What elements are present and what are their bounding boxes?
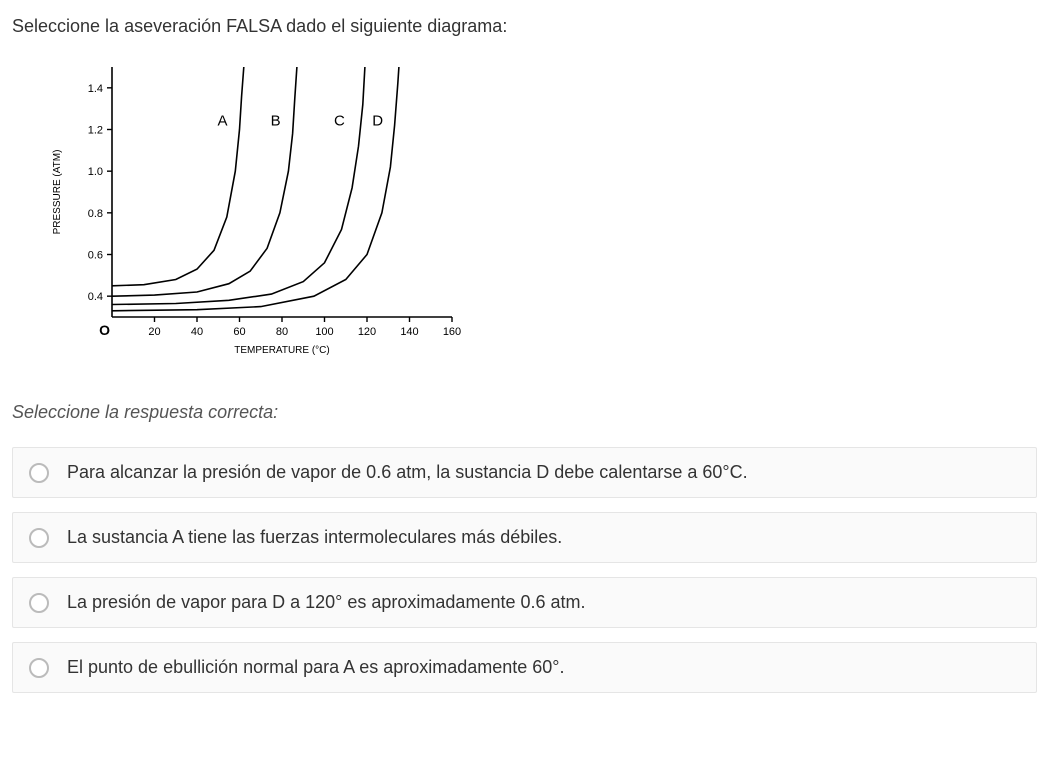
option-1[interactable]: La sustancia A tiene las fuerzas intermo… xyxy=(12,512,1037,563)
radio-icon[interactable] xyxy=(29,658,49,678)
svg-text:1.2: 1.2 xyxy=(88,125,103,137)
svg-text:80: 80 xyxy=(276,326,288,338)
svg-text:1.0: 1.0 xyxy=(88,166,103,178)
option-0[interactable]: Para alcanzar la presión de vapor de 0.6… xyxy=(12,447,1037,498)
svg-text:60: 60 xyxy=(233,326,245,338)
svg-text:B: B xyxy=(271,112,281,129)
radio-icon[interactable] xyxy=(29,463,49,483)
vapor-pressure-chart: 0.4 0.6 0.8 1.0 1.2 1.4 20 40 60 80 100 120 140 160 O P… xyxy=(42,57,1037,362)
svg-text:0.8: 0.8 xyxy=(88,208,103,220)
svg-text:160: 160 xyxy=(443,326,461,338)
question-text: Seleccione la aseveración FALSA dado el … xyxy=(12,16,1037,37)
svg-text:C: C xyxy=(334,112,345,129)
option-label: El punto de ebullición normal para A es … xyxy=(67,657,565,678)
svg-text:0.6: 0.6 xyxy=(88,250,103,262)
svg-text:D: D xyxy=(372,112,383,129)
svg-text:PRESSURE (ATM): PRESSURE (ATM) xyxy=(52,150,63,235)
svg-text:100: 100 xyxy=(315,326,333,338)
svg-text:20: 20 xyxy=(148,326,160,338)
radio-icon[interactable] xyxy=(29,593,49,613)
answer-instruction: Seleccione la respuesta correcta: xyxy=(12,402,1037,423)
svg-text:TEMPERATURE (°C): TEMPERATURE (°C) xyxy=(234,345,329,356)
svg-text:A: A xyxy=(217,112,227,129)
option-3[interactable]: El punto de ebullición normal para A es … xyxy=(12,642,1037,693)
option-2[interactable]: La presión de vapor para D a 120° es apr… xyxy=(12,577,1037,628)
svg-text:O: O xyxy=(99,322,110,338)
svg-text:0.4: 0.4 xyxy=(88,291,103,303)
option-label: La sustancia A tiene las fuerzas intermo… xyxy=(67,527,562,548)
options-group: Para alcanzar la presión de vapor de 0.6… xyxy=(12,447,1037,693)
svg-text:120: 120 xyxy=(358,326,376,338)
option-label: Para alcanzar la presión de vapor de 0.6… xyxy=(67,462,748,483)
svg-text:140: 140 xyxy=(400,326,418,338)
radio-icon[interactable] xyxy=(29,528,49,548)
svg-text:40: 40 xyxy=(191,326,203,338)
svg-text:1.4: 1.4 xyxy=(88,83,103,95)
option-label: La presión de vapor para D a 120° es apr… xyxy=(67,592,586,613)
